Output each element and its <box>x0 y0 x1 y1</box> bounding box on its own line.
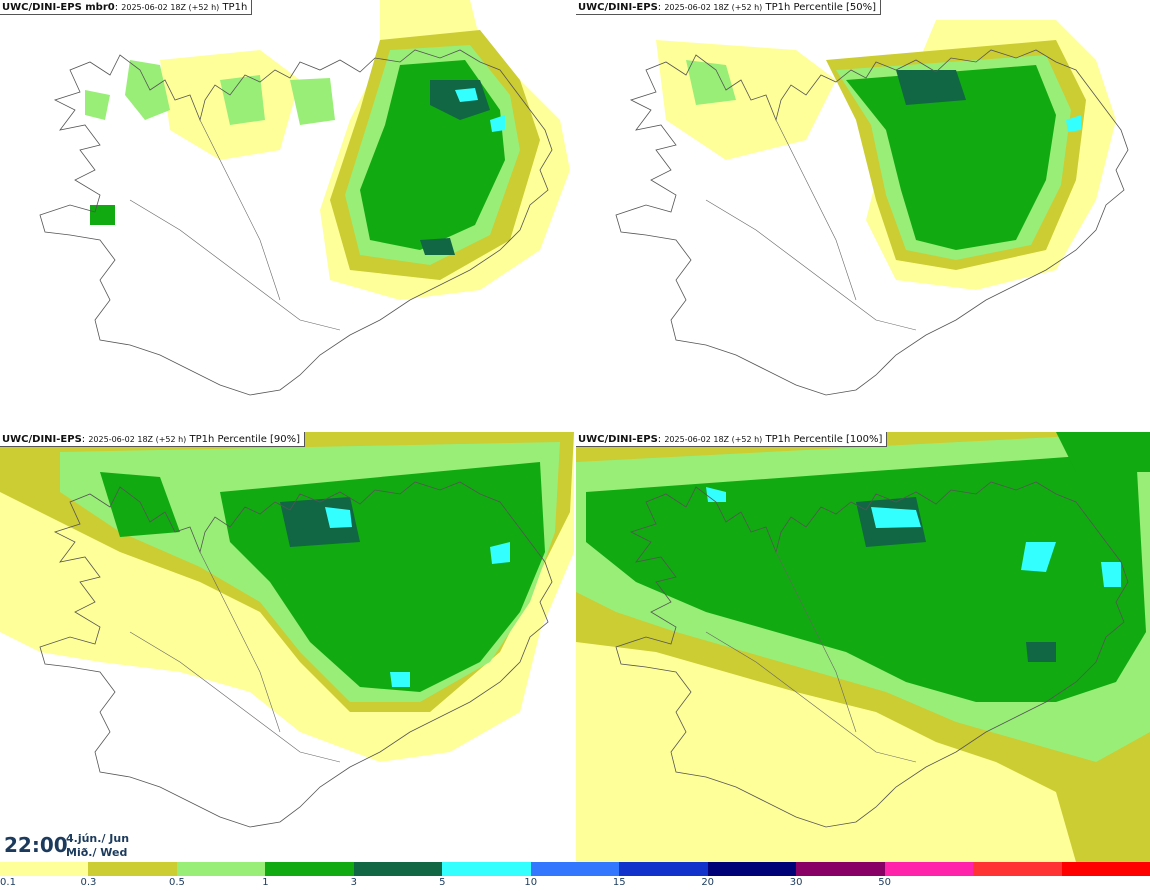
valid-time-box: 22:00 4.jún./ Jun Mið./ Wed <box>0 828 130 862</box>
field-name: TP1h Percentile [100%] <box>765 434 883 445</box>
valid-weekday: Mið./ Wed <box>66 846 128 859</box>
run-time: 2025-06-02 18Z (+52 h) <box>121 3 220 12</box>
panel-title: UWC/DINI-EPS: 2025-06-02 18Z (+52 h) TP1… <box>576 432 888 447</box>
field-name: TP1h Percentile [50%] <box>765 2 877 13</box>
colorbar-tick-label: 5 <box>439 877 446 888</box>
colorbar-segment <box>176 862 266 876</box>
colorbar-tick-label: 30 <box>789 877 803 888</box>
colorbar-segment <box>619 862 708 876</box>
colorbar-segment <box>707 862 797 876</box>
colorbar-tick-label: 1 <box>262 877 269 888</box>
precip-map <box>0 432 574 862</box>
run-time: 2025-06-02 18Z (+52 h) <box>88 435 187 444</box>
colorbar-segment <box>530 862 620 876</box>
colorbar-segment <box>442 862 531 876</box>
model-name: UWC/DINI-EPS <box>578 434 658 445</box>
model-name: UWC/DINI-EPS <box>578 2 658 13</box>
colorbar-segment <box>265 862 354 876</box>
colorbar-tick-label: 0.1 <box>0 877 16 888</box>
colorbar-tick-label: 0.3 <box>80 877 97 888</box>
run-time: 2025-06-02 18Z (+52 h) <box>664 3 763 12</box>
valid-date: 4.jún./ Jun <box>66 832 130 845</box>
run-time: 2025-06-02 18Z (+52 h) <box>664 435 763 444</box>
map-panel-p50: UWC/DINI-EPS: 2025-06-02 18Z (+52 h) TP1… <box>576 0 1150 430</box>
map-panel-p100: UWC/DINI-EPS: 2025-06-02 18Z (+52 h) TP1… <box>576 432 1150 862</box>
colorbar-segment <box>796 862 885 876</box>
map-panel-member0: UWC/DINI-EPS mbr0: 2025-06-02 18Z (+52 h… <box>0 0 574 430</box>
colorbar-tick-label: 15 <box>612 877 626 888</box>
colorbar-segment <box>0 862 89 876</box>
colorbar-segment <box>884 862 974 876</box>
precip-colorbar <box>0 862 1150 876</box>
colorbar-segment <box>1061 862 1150 876</box>
precip-map <box>576 0 1150 430</box>
colorbar-labels: 0.1 0.3 0.5 1 3 5 10 15 20 30 50 <box>0 877 1150 891</box>
colorbar-segment <box>353 862 443 876</box>
valid-time: 22:00 <box>4 833 68 857</box>
model-name: UWC/DINI-EPS mbr0 <box>2 2 115 13</box>
map-panel-p90: UWC/DINI-EPS: 2025-06-02 18Z (+52 h) TP1… <box>0 432 574 862</box>
colorbar-tick-label: 20 <box>701 877 715 888</box>
panel-title: UWC/DINI-EPS: 2025-06-02 18Z (+52 h) TP1… <box>576 0 882 15</box>
panel-divider-horizontal <box>0 430 1150 432</box>
panel-title: UWC/DINI-EPS: 2025-06-02 18Z (+52 h) TP1… <box>0 432 306 447</box>
precip-map <box>0 0 574 430</box>
colorbar-tick-label: 0.5 <box>168 877 185 888</box>
field-name: TP1h <box>222 2 248 13</box>
colorbar-segment <box>88 862 177 876</box>
colorbar-tick-label: 3 <box>350 877 358 888</box>
colorbar-tick-label: 10 <box>524 877 538 888</box>
colorbar-tick-label: 50 <box>878 877 891 888</box>
panel-title: UWC/DINI-EPS mbr0: 2025-06-02 18Z (+52 h… <box>0 0 253 15</box>
model-name: UWC/DINI-EPS <box>2 434 82 445</box>
field-name: TP1h Percentile [90%] <box>189 434 301 445</box>
colorbar-segment <box>973 862 1062 876</box>
precip-map <box>576 432 1150 862</box>
